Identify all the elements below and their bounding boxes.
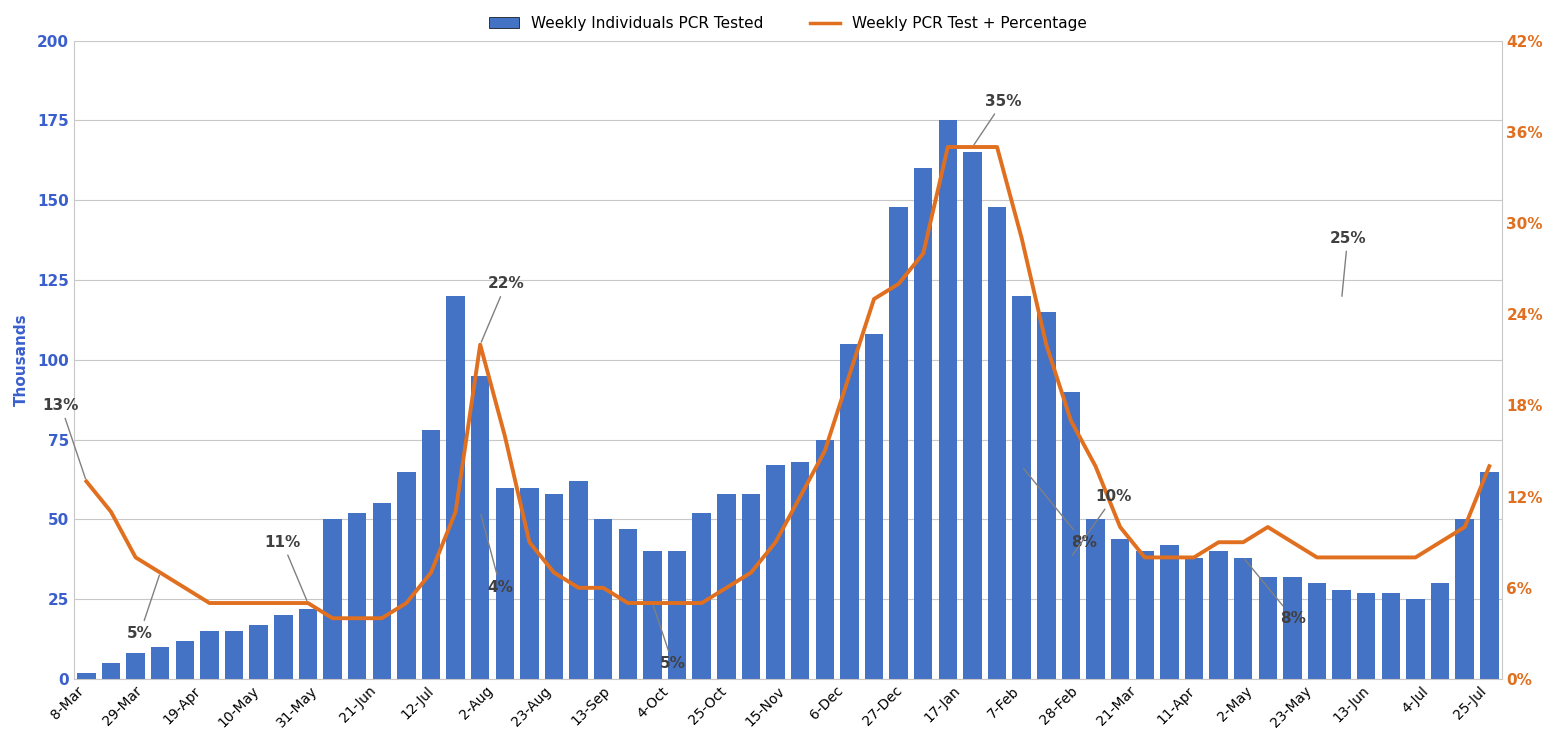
Bar (1012, 296, 1031, 679)
Bar (668, 551, 687, 679)
Bar (78, 673, 95, 679)
Bar (1062, 392, 1081, 679)
Text: 4%: 4% (481, 515, 514, 595)
Bar (397, 472, 416, 679)
Text: 10%: 10% (1073, 489, 1132, 555)
Text: 8%: 8% (1023, 469, 1096, 550)
Bar (372, 504, 391, 679)
Bar (545, 494, 564, 679)
Bar (495, 487, 514, 679)
Legend: Weekly Individuals PCR Tested, Weekly PCR Test + Percentage: Weekly Individuals PCR Tested, Weekly PC… (483, 10, 1093, 37)
Bar (520, 487, 539, 679)
Bar (791, 462, 810, 679)
Text: 8%: 8% (1246, 559, 1306, 626)
Bar (1308, 583, 1327, 679)
Bar (201, 631, 218, 679)
Bar (693, 513, 712, 679)
Bar (1210, 551, 1228, 679)
Bar (1406, 599, 1425, 679)
Text: 25%: 25% (1330, 231, 1365, 296)
Text: 11%: 11% (265, 535, 307, 600)
Bar (1135, 551, 1154, 679)
Bar (101, 663, 120, 679)
Bar (1381, 593, 1400, 679)
Bar (841, 344, 858, 679)
Bar (224, 631, 243, 679)
Bar (1358, 593, 1375, 679)
Bar (347, 513, 366, 679)
Bar (324, 519, 341, 679)
Bar (864, 334, 883, 679)
Weekly PCR Test + Percentage (76, 477, 95, 486)
Text: 13%: 13% (42, 398, 86, 479)
Bar (422, 430, 441, 679)
Bar (1258, 577, 1277, 679)
Bar (470, 376, 489, 679)
Bar (1333, 590, 1351, 679)
Bar (176, 641, 195, 679)
Bar (987, 207, 1006, 679)
Y-axis label: Thousands: Thousands (14, 313, 30, 406)
Bar (816, 440, 835, 679)
Bar (939, 121, 958, 679)
Bar (1456, 519, 1474, 679)
Weekly PCR Test + Percentage (1160, 553, 1179, 562)
Text: 35%: 35% (975, 94, 1021, 145)
Line: Weekly PCR Test + Percentage: Weekly PCR Test + Percentage (86, 147, 1490, 618)
Weekly PCR Test + Percentage (422, 568, 441, 577)
Weekly PCR Test + Percentage (1431, 538, 1450, 547)
Bar (1160, 545, 1179, 679)
Weekly PCR Test + Percentage (1308, 553, 1327, 562)
Bar (741, 494, 760, 679)
Bar (249, 625, 268, 679)
Weekly PCR Test + Percentage (1481, 462, 1499, 471)
Bar (1110, 539, 1129, 679)
Weekly PCR Test + Percentage (324, 614, 343, 623)
Weekly PCR Test + Percentage (447, 507, 466, 516)
Bar (1185, 558, 1204, 679)
Weekly PCR Test + Percentage (1062, 416, 1081, 425)
Bar (1235, 558, 1252, 679)
Bar (766, 465, 785, 679)
Bar (914, 168, 933, 679)
Bar (299, 609, 318, 679)
Text: 5%: 5% (654, 606, 685, 671)
Bar (595, 519, 612, 679)
Bar (447, 296, 466, 679)
Weekly PCR Test + Percentage (939, 143, 958, 152)
Bar (1431, 583, 1450, 679)
Bar (126, 653, 145, 679)
Bar (718, 494, 735, 679)
Bar (889, 207, 908, 679)
Text: 5%: 5% (128, 575, 159, 641)
Bar (964, 153, 981, 679)
Bar (1283, 577, 1302, 679)
Bar (1087, 519, 1105, 679)
Bar (1481, 472, 1498, 679)
Bar (618, 529, 637, 679)
Bar (1037, 312, 1056, 679)
Bar (570, 481, 589, 679)
Text: 22%: 22% (481, 276, 525, 342)
Bar (274, 615, 293, 679)
Bar (643, 551, 662, 679)
Bar (151, 647, 170, 679)
